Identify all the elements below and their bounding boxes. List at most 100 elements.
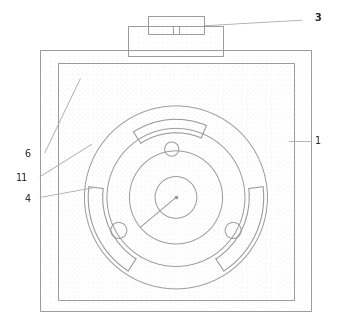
Point: [249, 107, 255, 112]
Point: [257, 158, 263, 163]
Point: [81, 54, 86, 59]
Point: [229, 115, 234, 120]
Point: [93, 81, 99, 86]
Point: [52, 121, 57, 126]
Point: [177, 135, 183, 141]
Point: [201, 280, 207, 285]
Point: [249, 87, 255, 92]
Point: [131, 34, 136, 39]
Point: [211, 92, 216, 97]
Point: [100, 270, 106, 275]
Point: [276, 91, 282, 96]
Point: [100, 164, 106, 169]
Point: [190, 201, 195, 206]
Point: [195, 293, 200, 298]
Point: [185, 163, 191, 168]
Point: [216, 140, 221, 145]
Point: [156, 76, 162, 81]
Point: [151, 264, 157, 269]
Point: [105, 150, 110, 155]
Point: [216, 222, 221, 227]
Point: [79, 254, 85, 259]
Point: [182, 131, 188, 136]
Point: [90, 126, 96, 131]
Point: [89, 293, 95, 298]
Point: [100, 87, 106, 92]
Point: [298, 179, 303, 184]
Point: [182, 58, 188, 64]
Point: [225, 68, 231, 73]
Point: [79, 235, 85, 240]
Point: [201, 213, 207, 218]
Point: [170, 273, 176, 279]
Point: [65, 119, 70, 125]
Point: [293, 222, 298, 227]
Point: [244, 275, 250, 280]
Point: [229, 148, 234, 153]
Point: [66, 217, 72, 222]
Point: [110, 261, 115, 266]
Point: [244, 251, 250, 256]
Point: [235, 121, 240, 126]
Point: [62, 92, 67, 97]
Point: [81, 265, 86, 271]
Point: [230, 73, 236, 78]
Point: [118, 105, 123, 110]
Point: [281, 81, 287, 86]
Point: [156, 95, 162, 100]
Point: [93, 148, 99, 153]
Point: [302, 213, 308, 218]
Point: [264, 188, 269, 194]
Point: [148, 116, 154, 121]
Point: [71, 270, 77, 275]
Point: [273, 155, 279, 160]
Point: [191, 246, 197, 251]
Point: [162, 208, 168, 213]
Point: [196, 203, 202, 208]
Point: [164, 39, 170, 44]
Point: [276, 105, 282, 110]
Point: [62, 164, 67, 169]
Point: [137, 192, 142, 197]
Point: [100, 92, 106, 97]
Point: [225, 237, 231, 242]
Point: [224, 81, 229, 86]
Point: [229, 187, 234, 192]
Point: [151, 177, 157, 182]
Point: [151, 187, 157, 192]
Point: [170, 230, 176, 235]
Point: [229, 172, 234, 178]
Point: [47, 193, 52, 198]
Point: [124, 294, 130, 299]
Point: [118, 143, 123, 149]
Point: [190, 235, 195, 240]
Point: [293, 299, 298, 304]
Point: [206, 160, 211, 165]
Point: [206, 246, 211, 251]
Point: [142, 86, 147, 91]
Point: [71, 102, 77, 107]
Point: [156, 66, 162, 72]
Point: [84, 119, 90, 125]
Point: [93, 91, 99, 96]
Point: [151, 269, 157, 274]
Point: [74, 240, 80, 245]
Point: [142, 235, 147, 240]
Point: [85, 208, 91, 213]
Point: [151, 230, 157, 235]
Point: [225, 251, 231, 256]
Point: [156, 163, 162, 168]
Point: [127, 115, 133, 120]
Point: [103, 105, 109, 110]
Point: [293, 92, 298, 97]
Point: [100, 131, 106, 136]
Point: [293, 184, 298, 189]
Point: [95, 237, 101, 242]
Point: [129, 155, 134, 160]
Point: [60, 105, 65, 110]
Point: [114, 198, 120, 203]
Point: [100, 169, 106, 174]
Point: [132, 100, 138, 105]
Point: [103, 139, 109, 144]
Point: [172, 54, 178, 59]
